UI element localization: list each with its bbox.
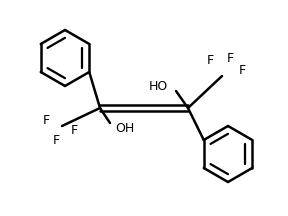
Text: F: F: [71, 124, 77, 138]
Text: F: F: [42, 114, 50, 127]
Text: OH: OH: [115, 121, 134, 135]
Text: F: F: [206, 54, 214, 67]
Text: F: F: [238, 65, 246, 78]
Text: F: F: [52, 133, 60, 146]
Text: F: F: [226, 51, 234, 65]
Text: HO: HO: [149, 79, 168, 92]
